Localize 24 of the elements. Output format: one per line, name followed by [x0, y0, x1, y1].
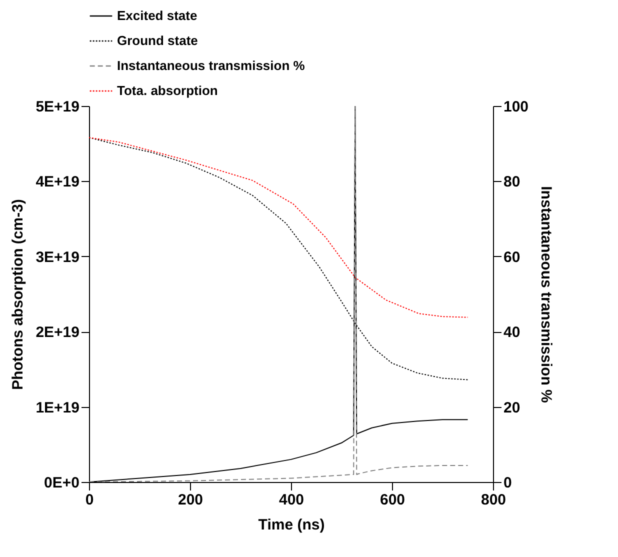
x-tick-label: 800 [480, 492, 506, 508]
x-tick-label: 600 [380, 492, 406, 508]
x-tick-label: 200 [178, 492, 204, 508]
y-tick-label: 3E+19 [36, 248, 80, 266]
legend-label: Ground state [117, 33, 198, 48]
y2-tick-label: 80 [504, 174, 520, 191]
y2-tick-label: 100 [504, 98, 529, 116]
y2-tick-label: 20 [504, 399, 520, 416]
x-tick-label: 0 [85, 492, 94, 508]
y2-tick-label: 60 [504, 248, 520, 266]
legend-label: Excited state [117, 8, 198, 23]
y-tick-label: 2E+19 [36, 324, 80, 342]
x-tick-label: 400 [278, 492, 304, 508]
y2-axis-title: Instantaneous transmission % [538, 186, 555, 403]
y2-tick-label: 0 [504, 474, 512, 492]
legend-label: Instantaneous transmission % [117, 58, 306, 73]
y-tick-label: 1E+19 [36, 399, 80, 416]
y-tick-label: 4E+19 [36, 174, 80, 191]
y-axis-title: Photons absorption (cm-3) [10, 199, 27, 390]
legend-label: Tota. absorption [117, 83, 218, 98]
y2-tick-label: 40 [504, 324, 520, 342]
y-tick-label: 5E+19 [36, 98, 80, 116]
y-tick-label: 0E+0 [44, 474, 80, 492]
x-axis-title: Time (ns) [258, 516, 325, 534]
